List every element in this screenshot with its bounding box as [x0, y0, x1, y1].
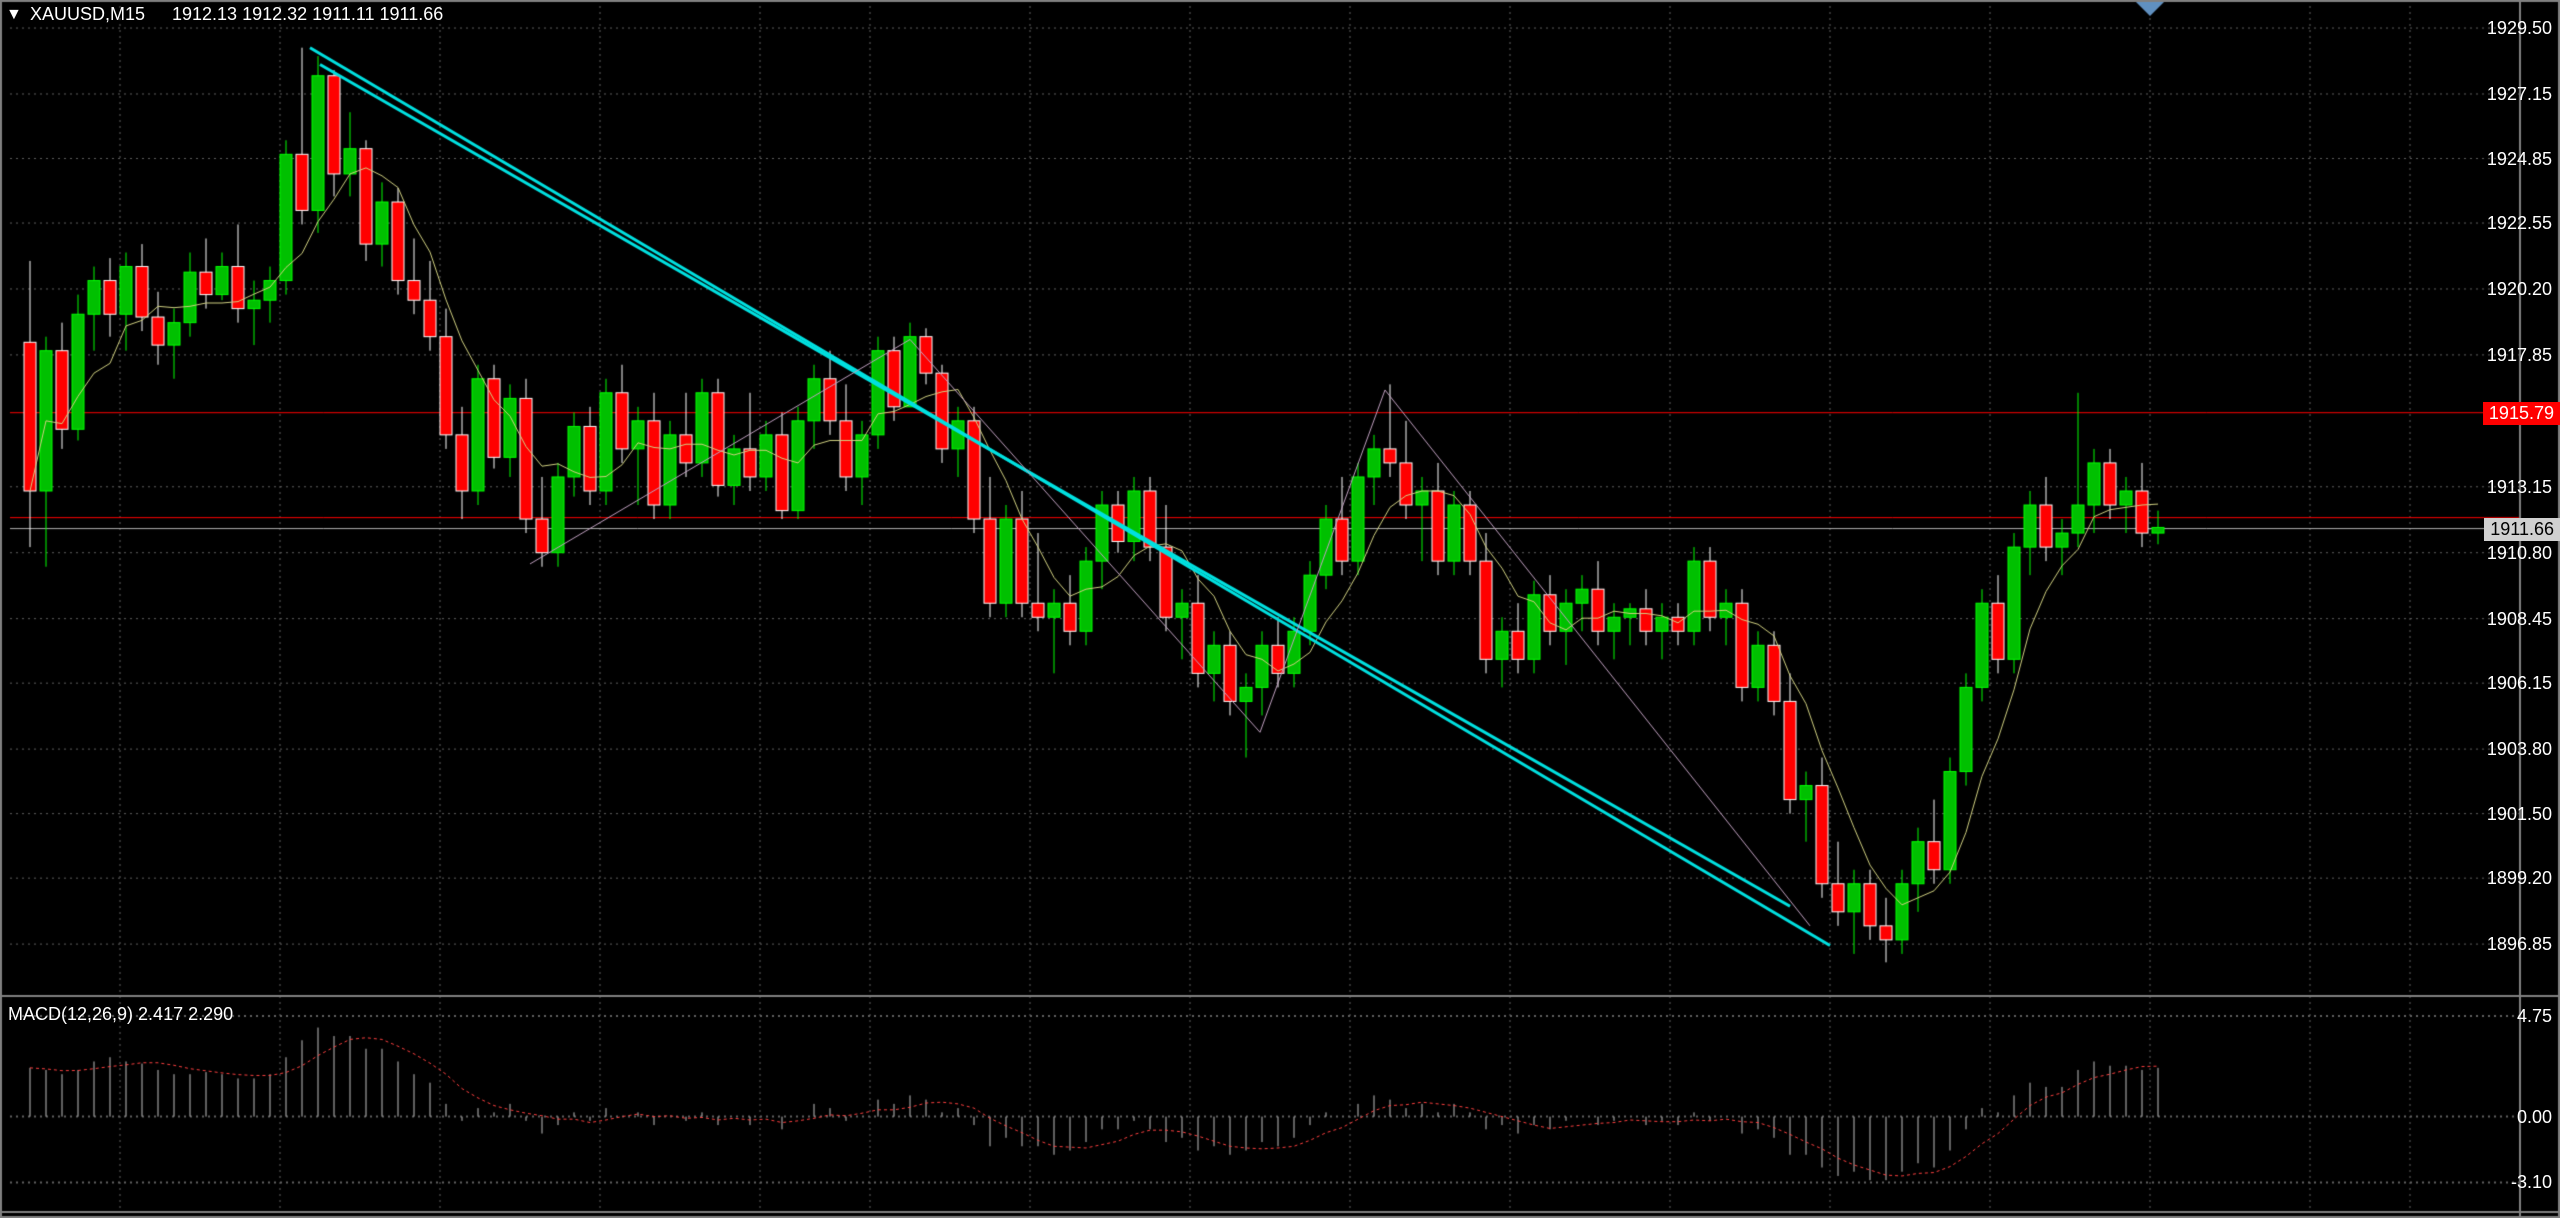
price-tick: 1922.55	[2487, 213, 2552, 234]
price-tick: 1910.80	[2487, 543, 2552, 564]
price-tick: 1903.80	[2487, 739, 2552, 760]
price-tick: 1896.85	[2487, 934, 2552, 955]
price-tick: 1927.15	[2487, 84, 2552, 105]
macd-tick: 4.75	[2517, 1006, 2552, 1027]
price-chart-canvas[interactable]	[0, 0, 2560, 1218]
price-tick: 1920.20	[2487, 279, 2552, 300]
macd-label: MACD(12,26,9) 2.417 2.290	[8, 1004, 233, 1025]
chart-container: ▼ XAUUSD,M15 1912.13 1912.32 1911.11 191…	[0, 0, 2560, 1218]
price-tick: 1917.85	[2487, 345, 2552, 366]
price-tag: 1915.79	[2483, 402, 2560, 425]
ohlc-label: 1912.13 1912.32 1911.11 1911.66	[172, 4, 443, 25]
price-tick: 1929.50	[2487, 18, 2552, 39]
dropdown-icon[interactable]: ▼	[6, 6, 22, 24]
price-tick: 1906.15	[2487, 673, 2552, 694]
macd-tick: -3.10	[2511, 1172, 2552, 1193]
price-tick: 1924.85	[2487, 149, 2552, 170]
macd-tick: 0.00	[2517, 1107, 2552, 1128]
price-tag: 1911.66	[2484, 518, 2560, 541]
symbol-label: XAUUSD,M15	[30, 4, 145, 25]
price-tick: 1913.15	[2487, 477, 2552, 498]
price-tick: 1899.20	[2487, 868, 2552, 889]
price-tick: 1908.45	[2487, 609, 2552, 630]
price-tick: 1901.50	[2487, 804, 2552, 825]
